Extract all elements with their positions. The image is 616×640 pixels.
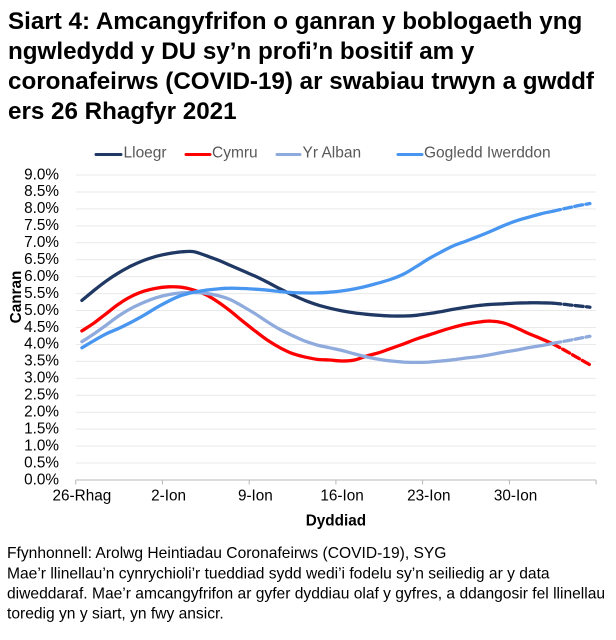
svg-text:23-Ion: 23-Ion — [407, 488, 450, 505]
svg-text:26-Rhag: 26-Rhag — [53, 488, 112, 505]
svg-text:Cymru: Cymru — [212, 145, 258, 162]
svg-text:4.5%: 4.5% — [24, 319, 59, 336]
svg-text:Ffynhonnell: Arolwg Heintiadau: Ffynhonnell: Arolwg Heintiadau Coronafei… — [7, 545, 446, 562]
svg-text:30-Ion: 30-Ion — [494, 488, 537, 505]
svg-text:Dyddiad: Dyddiad — [306, 513, 366, 530]
svg-text:ers 26 Rhagfyr 2021: ers 26 Rhagfyr 2021 — [8, 98, 237, 125]
svg-text:2.0%: 2.0% — [24, 404, 59, 421]
svg-text:Yr Alban: Yr Alban — [303, 145, 362, 162]
svg-text:coronafeirws (COVID-19) ar swa: coronafeirws (COVID-19) ar swabiau trwyn… — [8, 68, 595, 95]
svg-text:0.0%: 0.0% — [24, 471, 59, 488]
svg-text:9.0%: 9.0% — [24, 166, 59, 183]
svg-text:Siart 4: Amcangyfrifon o ganra: Siart 4: Amcangyfrifon o ganran y boblog… — [8, 8, 582, 35]
svg-text:2-Ion: 2-Ion — [151, 488, 186, 505]
svg-text:8.5%: 8.5% — [24, 183, 59, 200]
svg-text:4.0%: 4.0% — [24, 336, 59, 353]
svg-text:5.0%: 5.0% — [24, 302, 59, 319]
svg-text:2.5%: 2.5% — [24, 387, 59, 404]
svg-text:Gogledd Iwerddon: Gogledd Iwerddon — [424, 145, 551, 162]
svg-text:1.0%: 1.0% — [24, 437, 59, 454]
svg-text:16-Ion: 16-Ion — [320, 488, 363, 505]
svg-text:1.5%: 1.5% — [24, 421, 59, 438]
svg-text:0.5%: 0.5% — [24, 454, 59, 471]
svg-text:Lloegr: Lloegr — [124, 145, 167, 162]
svg-text:9-Ion: 9-Ion — [238, 488, 273, 505]
svg-text:Mae’r llinellau’n cynrychioli’: Mae’r llinellau’n cynrychioli’r tueddiad… — [7, 565, 550, 582]
svg-text:5.5%: 5.5% — [24, 285, 59, 302]
svg-text:ngwledydd y DU sy’n profi’n bo: ngwledydd y DU sy’n profi’n bositif am y — [8, 38, 475, 65]
svg-text:3.0%: 3.0% — [24, 370, 59, 387]
svg-text:toredig yn y siart, yn fwy ans: toredig yn y siart, yn fwy ansicr. — [7, 606, 224, 623]
svg-text:3.5%: 3.5% — [24, 353, 59, 370]
svg-text:6.0%: 6.0% — [24, 268, 59, 285]
svg-text:7.0%: 7.0% — [24, 234, 59, 251]
svg-text:diweddaraf. Mae’r amcangyfrifo: diweddaraf. Mae’r amcangyfrifon ar gyfer… — [7, 585, 605, 602]
svg-text:Canran: Canran — [8, 271, 25, 324]
svg-text:7.5%: 7.5% — [24, 217, 59, 234]
svg-text:8.0%: 8.0% — [24, 200, 59, 217]
svg-text:6.5%: 6.5% — [24, 251, 59, 268]
